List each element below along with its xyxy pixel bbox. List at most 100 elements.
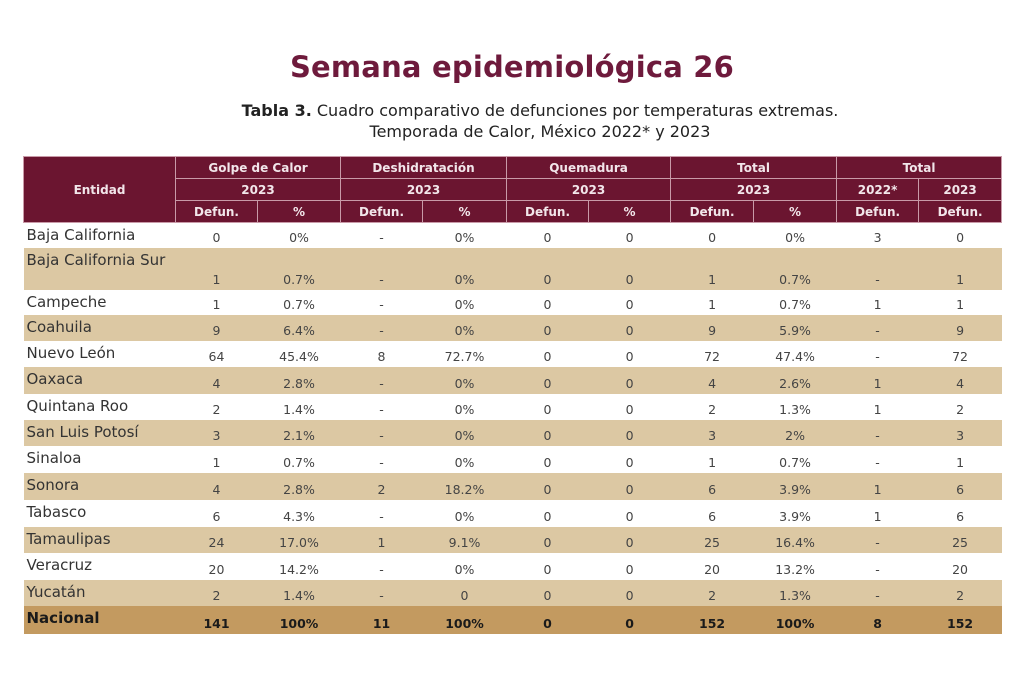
value-cell: 0: [588, 315, 671, 341]
entidad-cell: Coahuila: [23, 315, 176, 341]
value-cell: 0: [543, 297, 552, 312]
value-cell: -: [340, 315, 423, 341]
value-cell: 1: [175, 248, 258, 290]
value-cell: 2: [212, 402, 221, 417]
table-row: Sinaloa 1 0.7% - 0% 0 0 1 0.7% - 1: [24, 446, 1002, 473]
value-cell: -: [379, 230, 384, 245]
header-percent: %: [588, 200, 672, 223]
value-cell: -: [875, 562, 880, 577]
value-cell: 45.4%: [279, 349, 319, 364]
value-cell: 0.7%: [257, 248, 341, 290]
value-cell: -: [836, 420, 919, 446]
value-cell: 100%: [422, 606, 507, 634]
value-cell: 0.7%: [283, 297, 315, 312]
value-cell: 0: [588, 606, 671, 634]
table-row: Sonora 4 2.8% 2 18.2% 0 0 6 3.9% 1 6: [23, 473, 1002, 500]
value-cell: 1: [708, 297, 717, 312]
value-cell: 6: [708, 509, 717, 524]
value-cell: -: [836, 527, 919, 553]
value-cell: 0: [543, 562, 552, 577]
value-cell: 17.0%: [257, 527, 341, 553]
value-cell: 11: [340, 606, 423, 634]
value-cell: 4: [175, 367, 258, 394]
value-cell: 3: [175, 420, 258, 446]
value-cell: 16.4%: [753, 527, 837, 553]
value-cell: 0%: [422, 248, 507, 290]
value-cell: 8: [377, 349, 386, 364]
value-cell: 0: [588, 527, 671, 553]
value-cell: 2%: [753, 420, 837, 446]
value-cell: 2.8%: [257, 367, 341, 394]
value-cell: 0%: [454, 297, 475, 312]
value-cell: 0%: [422, 315, 507, 341]
entidad-cell: Veracruz: [26, 556, 92, 574]
value-cell: 9: [670, 315, 754, 341]
table-label: Tabla 3.: [241, 101, 312, 120]
value-cell: 3: [873, 230, 882, 245]
value-cell: 1: [836, 367, 919, 394]
value-cell: 4.3%: [283, 509, 315, 524]
value-cell: 1.4%: [283, 402, 315, 417]
value-cell: 0: [708, 230, 717, 245]
header-year: 2023: [506, 178, 672, 201]
value-cell: 0: [625, 402, 634, 417]
value-cell: 0%: [454, 509, 475, 524]
table-row: San Luis Potosí 3 2.1% -0% 0 0 3 2% -3: [23, 420, 1002, 446]
value-cell: 1: [873, 297, 882, 312]
header-year: 2023: [340, 178, 508, 201]
value-cell: 9: [175, 315, 258, 341]
value-cell: 0: [625, 230, 634, 245]
header-year: 2023: [670, 178, 838, 201]
value-cell: 20: [952, 562, 969, 577]
value-cell: 3.9%: [779, 509, 811, 524]
table-row: Yucatán 2 1.4% -0 0 0 2 1.3% -2: [23, 580, 1002, 606]
value-cell: 0%: [289, 230, 309, 245]
entidad-cell: Nacional: [23, 606, 176, 634]
header-percent: %: [256, 200, 342, 223]
value-cell: 0: [625, 297, 634, 312]
entidad-cell: Sinaloa: [26, 449, 82, 467]
value-cell: 4: [918, 367, 1002, 394]
value-cell: 0: [543, 509, 552, 524]
value-cell: 1: [873, 402, 882, 417]
value-cell: 25: [670, 527, 754, 553]
caption-line-1: Cuadro comparativo de defunciones por te…: [311, 101, 839, 120]
value-cell: 0: [956, 230, 965, 245]
value-cell: 0: [588, 473, 671, 500]
value-cell: 2.8%: [257, 473, 341, 500]
value-cell: 47.4%: [775, 349, 815, 364]
value-cell: 8: [836, 606, 919, 634]
value-cell: 1.4%: [257, 580, 341, 606]
value-cell: -: [875, 455, 880, 470]
value-cell: 152: [918, 606, 1002, 634]
value-cell: -: [340, 420, 423, 446]
value-cell: 1: [956, 297, 965, 312]
value-cell: -: [875, 349, 880, 364]
value-cell: 0: [506, 606, 589, 634]
page-title: Semana epidemiológica 26: [289, 50, 735, 84]
entidad-cell: Tamaulipas: [23, 527, 176, 553]
value-cell: 0: [543, 402, 552, 417]
header-defun: Defun.: [175, 200, 258, 223]
value-cell: 100%: [257, 606, 341, 634]
value-cell: 0%: [454, 402, 475, 417]
value-cell: 6: [212, 509, 221, 524]
entidad-cell: Baja California Sur: [23, 248, 176, 290]
value-cell: 0: [625, 455, 634, 470]
value-cell: 0.7%: [283, 455, 315, 470]
value-cell: 0.7%: [779, 455, 811, 470]
table-row: Quintana Roo 2 1.4% - 0% 0 0 2 1.3% 1 2: [24, 394, 1002, 420]
entidad-cell: Sonora: [23, 473, 176, 500]
value-cell: -: [340, 367, 423, 394]
table-row: Tamaulipas 24 17.0% 1 9.1% 0 0 25 16.4% -25: [23, 527, 1002, 553]
value-cell: 1: [708, 455, 717, 470]
value-cell: 0.7%: [753, 248, 837, 290]
value-cell: 24: [175, 527, 258, 553]
entidad-cell: Campeche: [26, 293, 107, 311]
value-cell: 72.7%: [444, 349, 485, 364]
value-cell: 1: [212, 455, 221, 470]
header-defun: Defun.: [670, 200, 755, 223]
value-cell: 0: [506, 248, 589, 290]
value-cell: 1: [670, 248, 754, 290]
value-cell: 0: [543, 455, 552, 470]
